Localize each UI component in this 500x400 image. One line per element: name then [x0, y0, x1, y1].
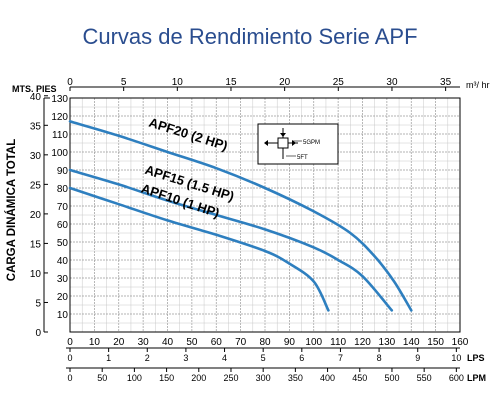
- pies-tick-label: 100: [51, 148, 68, 159]
- m3hr-tick-label: 0: [67, 77, 73, 88]
- lpm-tick-label: 300: [256, 373, 271, 383]
- lpm-tick-label: 350: [288, 373, 303, 383]
- inlet-arrow-icon: [264, 140, 268, 146]
- inset-gpm-label: 5GPM: [303, 140, 320, 146]
- gpm-tick-label: 120: [354, 337, 371, 348]
- mts-tick-label: 40: [30, 92, 42, 103]
- pies-tick-label: 120: [51, 112, 68, 123]
- m3hr-tick-label: 10: [172, 77, 184, 88]
- lps-tick-label: 5: [261, 353, 266, 363]
- m3hr-tick-label: 20: [279, 77, 291, 88]
- lps-tick-label: 8: [377, 353, 382, 363]
- gpm-tick-label: 20: [113, 337, 125, 348]
- axes: [43, 86, 461, 372]
- pies-tick-label: 130: [51, 94, 68, 105]
- mts-tick-label: 35: [30, 121, 42, 132]
- plot-frame: [69, 97, 461, 333]
- pies-tick-label: 40: [57, 256, 69, 267]
- gpm-tick-label: 130: [379, 337, 396, 348]
- pies-tick-label: 70: [57, 202, 69, 213]
- mts-tick-label: 0: [35, 328, 41, 339]
- lps-tick-label: 3: [183, 353, 188, 363]
- pies-tick-label: 30: [57, 274, 69, 285]
- mts-pies-label: MTS. PIES: [12, 84, 57, 94]
- pies-tick-label: 50: [57, 238, 69, 249]
- gpm-tick-label: 30: [138, 337, 150, 348]
- pump-box: [277, 137, 289, 149]
- lps-tick-label: 6: [299, 353, 304, 363]
- lps-tick-label: 2: [145, 353, 150, 363]
- gpm-tick-label: 90: [284, 337, 296, 348]
- mts-tick-label: 20: [30, 210, 42, 221]
- pies-tick-label: 60: [57, 220, 69, 231]
- lps-tick-label: 0: [67, 353, 72, 363]
- lpm-tick-label: 550: [417, 373, 432, 383]
- pies-tick-label: 110: [52, 130, 68, 141]
- m3hr-tick-label: 35: [440, 77, 452, 88]
- mts-tick-label: 15: [30, 239, 42, 250]
- lpm-unit-label: LPM: [467, 373, 486, 383]
- lps-unit-label: LPS: [467, 353, 485, 363]
- curves: [68, 120, 413, 312]
- m3hr-tick-label: 30: [386, 77, 398, 88]
- lpm-tick-label: 500: [384, 373, 399, 383]
- inset-frame: [257, 123, 339, 165]
- outlet-arrow-icon: [292, 140, 296, 146]
- lpm-tick-label: 150: [159, 373, 174, 383]
- gpm-tick-label: 70: [235, 337, 247, 348]
- pies-tick-label: 10: [57, 310, 69, 321]
- lpm-tick-label: 600: [449, 373, 464, 383]
- mts-tick-label: 25: [30, 180, 42, 191]
- lpm-tick-label: 100: [127, 373, 142, 383]
- lps-tick-label: 9: [415, 353, 420, 363]
- gpm-tick-label: 110: [330, 337, 346, 348]
- lps-tick-label: 4: [222, 353, 227, 363]
- gpm-tick-label: 160: [452, 337, 469, 348]
- m3hr-unit-label: m³/ hr: [466, 80, 490, 90]
- inset-ft-label: 5FT: [297, 155, 308, 161]
- pies-tick-label: 80: [57, 184, 69, 195]
- lpm-tick-label: 250: [223, 373, 238, 383]
- lpm-tick-label: 200: [191, 373, 206, 383]
- gpm-tick-label: 40: [162, 337, 174, 348]
- chart-title: Curvas de Rendimiento Serie APF: [82, 24, 417, 49]
- mts-tick-label: 5: [35, 298, 41, 309]
- series-line: [68, 168, 394, 312]
- gpm-tick-label: 80: [259, 337, 271, 348]
- lpm-tick-label: 400: [320, 373, 335, 383]
- down-arrow-icon: [280, 133, 286, 137]
- m3hr-tick-label: 5: [121, 77, 127, 88]
- gpm-tick-label: 140: [403, 337, 420, 348]
- lpm-tick-label: 0: [67, 373, 72, 383]
- series-line: [68, 186, 330, 312]
- pies-tick-label: 90: [57, 166, 69, 177]
- mts-tick-label: 10: [30, 269, 42, 280]
- lpm-tick-label: 50: [97, 373, 107, 383]
- inset-diagram: 5GPM 5FT: [257, 123, 339, 165]
- gpm-tick-label: 50: [186, 337, 198, 348]
- m3hr-tick-label: 25: [333, 77, 345, 88]
- lps-tick-label: 7: [338, 353, 343, 363]
- lps-tick-label: 1: [106, 353, 111, 363]
- gpm-tick-label: 0: [67, 337, 73, 348]
- gpm-tick-label: 60: [211, 337, 223, 348]
- gpm-tick-label: 150: [427, 337, 444, 348]
- lps-tick-label: 10: [451, 353, 461, 363]
- y-axis-label: CARGA DINÁMICA TOTAL: [5, 139, 18, 281]
- pies-tick-label: 20: [57, 292, 69, 303]
- gpm-tick-label: 100: [305, 337, 322, 348]
- gpm-tick-label: 10: [89, 337, 101, 348]
- lpm-tick-label: 450: [352, 373, 367, 383]
- series-line: [68, 120, 413, 312]
- m3hr-tick-label: 15: [225, 77, 237, 88]
- mts-tick-label: 30: [30, 151, 42, 162]
